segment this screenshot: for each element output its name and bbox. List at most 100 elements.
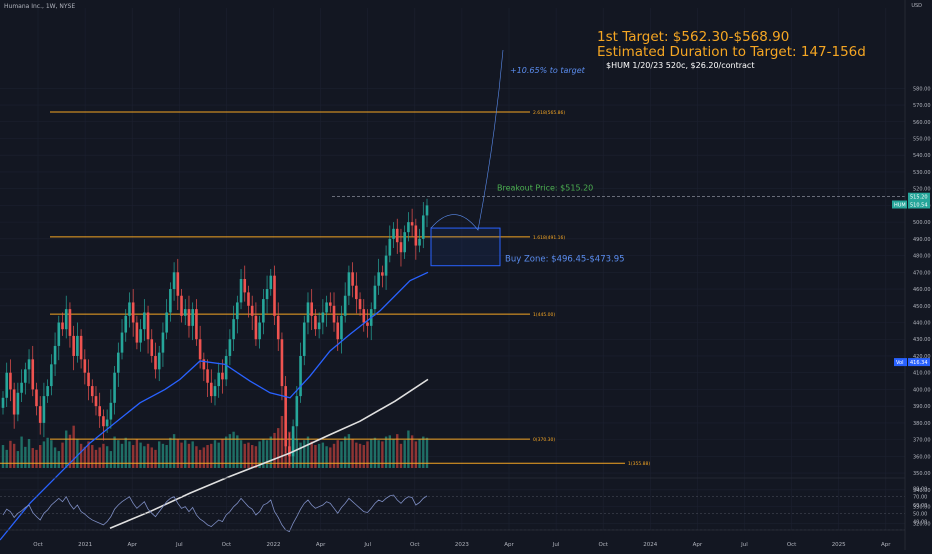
volume-bar (247, 442, 250, 468)
volume-bar (150, 447, 153, 468)
candle-body (31, 359, 35, 390)
time-axis[interactable]: Oct 2021 Apr Jul Oct 2022 Apr Jul Oct 2023 Apr Jul O… (33, 542, 891, 548)
y-tick-label: 350.00 (913, 471, 931, 477)
volume-bar (198, 449, 202, 468)
volume-bar (154, 449, 157, 468)
symbol-title[interactable]: Humana Inc., 1W, NYSE (4, 3, 76, 10)
volume-bar (329, 447, 332, 468)
volume-bar (228, 434, 232, 468)
volume-bar (5, 449, 8, 468)
volume-bar (72, 425, 75, 468)
price-tag (908, 192, 930, 201)
y-tick-label: 450.00 (913, 304, 931, 310)
volume-bar (180, 442, 183, 468)
candle-body (247, 292, 250, 306)
price-axis[interactable]: 320.00 330.00 340.00 350.00 360.00 370.00 380.… (892, 86, 931, 527)
volume-bar (403, 440, 406, 468)
volume-bar (351, 438, 354, 468)
y-tick-label: 400.00 (913, 387, 931, 393)
y-tick-label: 390.00 (913, 404, 931, 410)
volume-bar (370, 438, 373, 468)
symbol-tag (892, 200, 907, 209)
volume-bar (9, 440, 12, 468)
candle-body (418, 238, 421, 246)
candle-body (254, 315, 258, 340)
ma-fast-line (0, 271, 429, 541)
candle-body (273, 275, 276, 316)
volume-bar (273, 432, 276, 468)
candle-body (336, 322, 340, 340)
volume-bar (396, 434, 399, 468)
candle-body (291, 426, 295, 457)
volume-bar (210, 443, 213, 468)
volume-bar (232, 431, 235, 468)
volume-bar (224, 436, 228, 468)
candle-body (410, 222, 414, 226)
volume-bar (306, 436, 310, 468)
candle-body (161, 332, 165, 353)
candle-body (1, 397, 5, 408)
y-tick-label: 340.00 (913, 488, 931, 494)
candle-body (351, 272, 354, 286)
vol-tag-label: Vol (896, 360, 903, 366)
volume-bar (35, 449, 38, 468)
volume-bar (12, 443, 16, 468)
volume-bar (239, 440, 243, 468)
volume-bar (418, 438, 421, 468)
volume-bar (243, 443, 246, 468)
volume-bar (169, 437, 172, 468)
candle-body (176, 272, 180, 296)
y-tick-label: 580.00 (913, 86, 931, 92)
volume-bar (388, 435, 392, 468)
candle-body (276, 315, 280, 340)
candle-body (64, 309, 68, 330)
candle-body (169, 289, 172, 313)
candle-body (94, 396, 98, 407)
candles (1, 198, 429, 469)
volume-bar (217, 442, 220, 468)
fib-label: 1(355.88) (628, 461, 650, 467)
volume-bar (425, 437, 429, 468)
candle-body (20, 382, 23, 393)
candle-body (317, 322, 321, 330)
target-annotation: 1st Target: $562.30-$568.90 (597, 29, 790, 45)
candle-body (116, 352, 120, 373)
candle-body (299, 355, 302, 397)
candle-body (310, 302, 314, 316)
volume-bar (165, 445, 168, 468)
candle-body (239, 279, 243, 303)
option-annotation: $HUM 1/20/23 520c, $26.20/contract (606, 61, 755, 70)
candle-body (243, 279, 247, 293)
volume-bar (91, 445, 94, 468)
volume-bar (46, 437, 49, 468)
candle-body (143, 312, 146, 330)
y-tick-label: 520.00 (913, 187, 931, 193)
candle-body (46, 386, 49, 397)
candle-body (366, 322, 369, 326)
volume-bar (358, 443, 362, 468)
volume-bar (146, 443, 150, 468)
y-tick-label: 470.00 (913, 270, 931, 276)
volume-bar (57, 451, 60, 468)
volume-bar (280, 416, 284, 468)
volume-bar (1, 445, 5, 468)
volume-bar (310, 441, 313, 468)
rsi-tick-label: 40.00 (913, 520, 927, 526)
candle-body (57, 322, 61, 346)
candle-body (87, 372, 90, 387)
volume-bar (355, 442, 358, 468)
volume-bar (38, 445, 42, 468)
volume-bar (191, 441, 194, 468)
candle-body (209, 382, 213, 397)
candle-body (135, 322, 139, 343)
x-tick-label: 2023 (455, 542, 469, 548)
y-tick-label: 560.00 (913, 120, 931, 126)
y-tick-label: 460.00 (913, 287, 931, 293)
candle-body (421, 215, 425, 239)
volume-bar (392, 438, 395, 468)
volume-bar (213, 440, 217, 468)
x-tick-label: Oct (222, 542, 232, 548)
candle-body (280, 339, 284, 387)
